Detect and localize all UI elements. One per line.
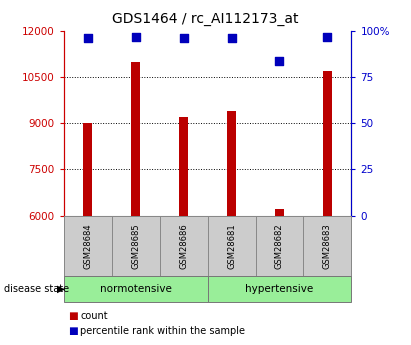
Text: GDS1464 / rc_AI112173_at: GDS1464 / rc_AI112173_at	[112, 12, 299, 26]
Text: GSM28681: GSM28681	[227, 223, 236, 269]
FancyBboxPatch shape	[159, 216, 208, 276]
Point	[132, 34, 139, 39]
Point	[276, 58, 283, 63]
Text: percentile rank within the sample: percentile rank within the sample	[80, 326, 245, 336]
Point	[228, 36, 235, 41]
FancyBboxPatch shape	[256, 216, 303, 276]
Text: count: count	[80, 311, 108, 321]
Text: disease state: disease state	[4, 284, 69, 294]
FancyBboxPatch shape	[112, 216, 159, 276]
Bar	[131, 62, 140, 216]
Bar	[227, 111, 236, 216]
FancyBboxPatch shape	[208, 276, 351, 302]
FancyBboxPatch shape	[303, 216, 351, 276]
Text: ■: ■	[68, 326, 78, 336]
Point	[324, 34, 331, 39]
Point	[180, 36, 187, 41]
Text: ▶: ▶	[57, 284, 65, 294]
Text: GSM28682: GSM28682	[275, 223, 284, 269]
Bar	[323, 71, 332, 216]
Bar	[83, 124, 92, 216]
FancyBboxPatch shape	[208, 216, 256, 276]
Bar	[275, 209, 284, 216]
FancyBboxPatch shape	[64, 276, 208, 302]
Text: GSM28683: GSM28683	[323, 223, 332, 269]
Point	[84, 36, 91, 41]
Text: normotensive: normotensive	[100, 284, 171, 294]
FancyBboxPatch shape	[64, 216, 112, 276]
Bar	[179, 117, 188, 216]
Text: GSM28684: GSM28684	[83, 223, 92, 269]
Text: hypertensive: hypertensive	[245, 284, 314, 294]
Text: ■: ■	[68, 311, 78, 321]
Text: GSM28686: GSM28686	[179, 223, 188, 269]
Text: GSM28685: GSM28685	[131, 223, 140, 269]
